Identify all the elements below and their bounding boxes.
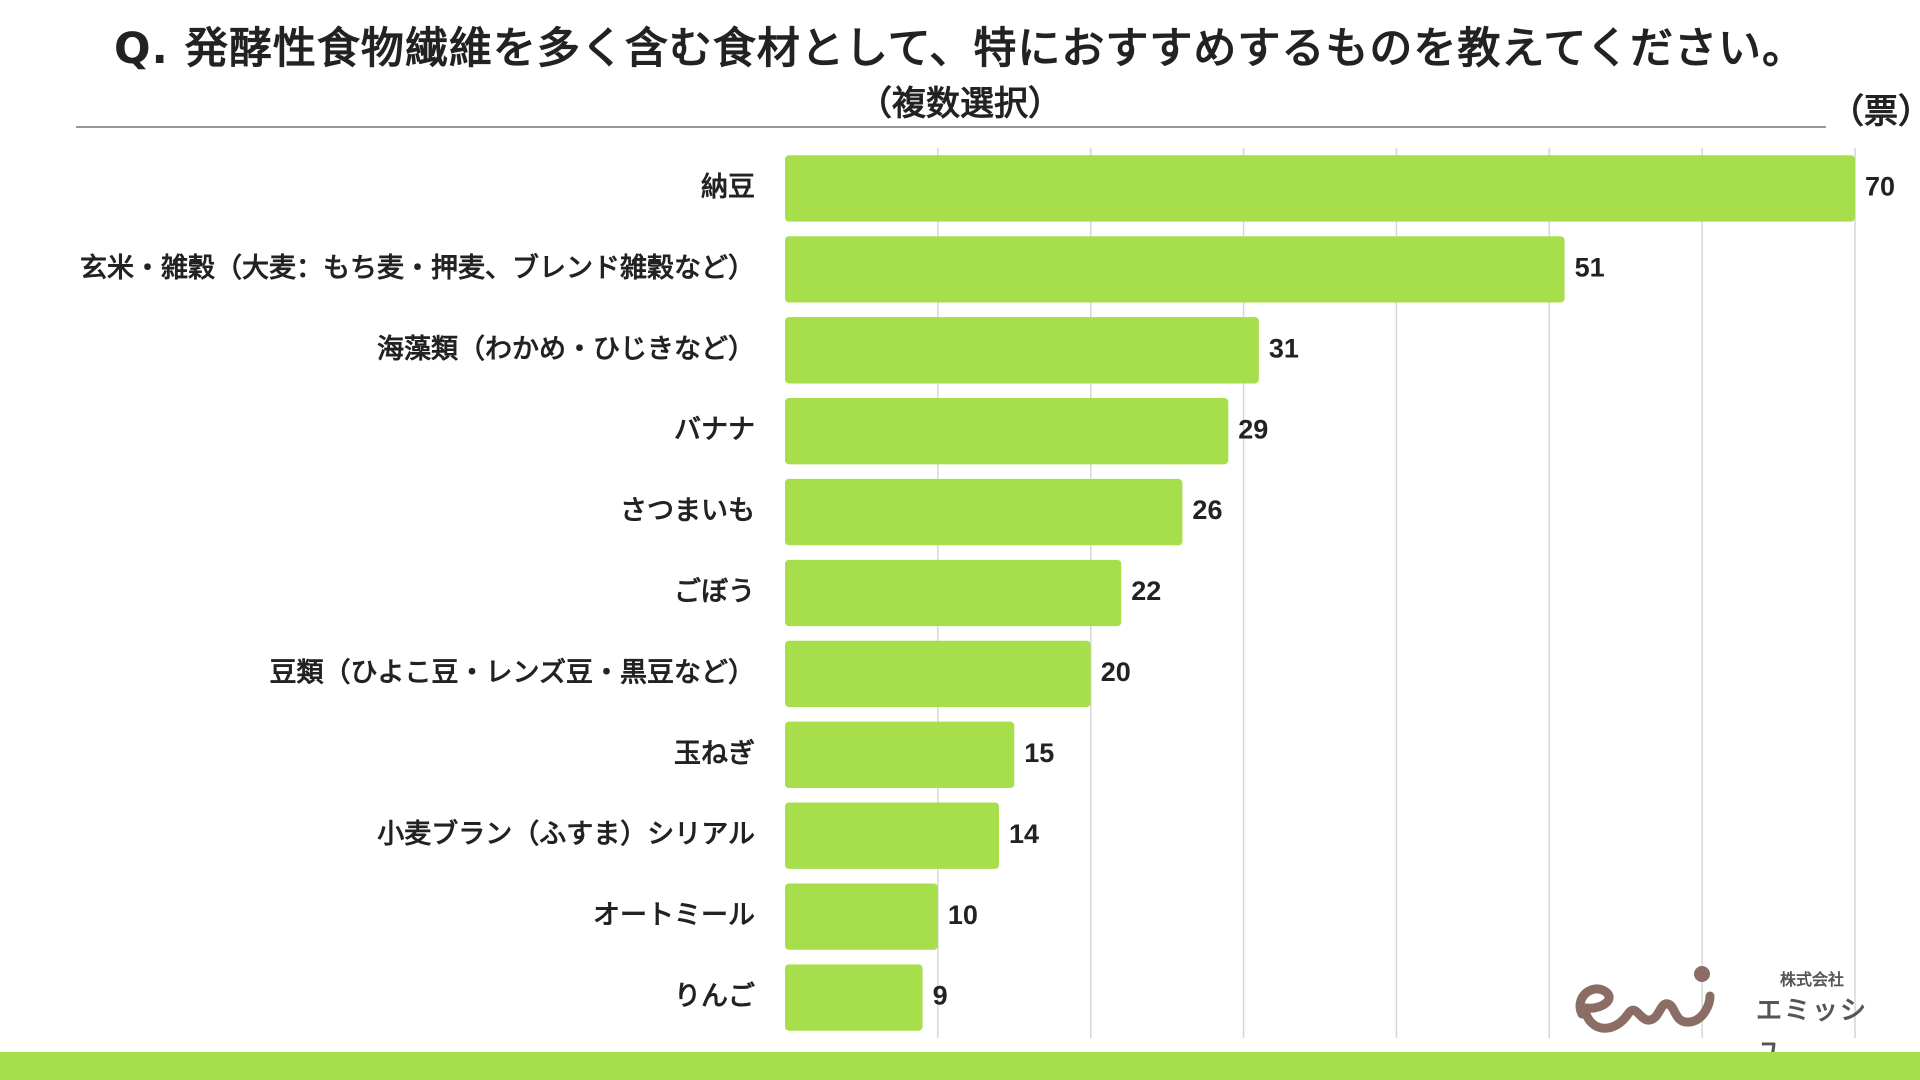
- value-label: 20: [1101, 657, 1131, 687]
- value-label: 29: [1238, 414, 1268, 444]
- value-label: 26: [1192, 495, 1222, 525]
- value-label: 51: [1575, 252, 1605, 282]
- value-label: 14: [1009, 819, 1039, 849]
- category-label: ごぼう: [674, 576, 755, 608]
- category-label: 納豆: [701, 171, 755, 203]
- value-label: 31: [1269, 333, 1299, 363]
- value-label: 10: [948, 900, 978, 930]
- value-label: 15: [1024, 738, 1054, 768]
- bar: [785, 236, 1565, 303]
- bar: [785, 802, 999, 869]
- bar: [785, 155, 1855, 222]
- category-label: 玉ねぎ: [674, 738, 755, 769]
- bar: [785, 721, 1015, 788]
- category-label: 小麦ブラン（ふすま）シリアル: [377, 818, 755, 850]
- title-divider: [76, 126, 1826, 128]
- value-label: 70: [1865, 172, 1895, 202]
- category-label: 豆類（ひよこ豆・レンズ豆・黒豆など）: [270, 656, 755, 688]
- category-label: 玄米・雑穀（大麦：もち麦・押麦、ブレンド雑穀など）: [80, 252, 755, 284]
- bar: [785, 478, 1183, 546]
- bar-chart: 納豆 70 玄米・雑穀（大麦：もち麦・押麦、ブレンド雑穀など） 51 海藻類（わかめ・ひ…: [80, 148, 1895, 1038]
- category-label: バナナ: [674, 415, 755, 446]
- emi-logo-icon: [1575, 966, 1715, 1033]
- bar: [785, 640, 1091, 708]
- chart-title: Q. 発酵性食物繊維を多く含む食材として、特におすすめするものを教えてください。: [114, 24, 1806, 74]
- value-label: 22: [1131, 576, 1161, 606]
- category-label: さつまいも: [620, 496, 755, 527]
- bar: [785, 317, 1259, 384]
- footer-accent-bar: [0, 1052, 1920, 1080]
- category-label: りんご: [674, 980, 755, 1012]
- bar: [785, 559, 1122, 627]
- unit-label: （票）: [1830, 92, 1920, 132]
- bar: [785, 964, 923, 1031]
- bar: [785, 398, 1229, 465]
- value-label: 9: [933, 981, 948, 1011]
- category-label: オートミール: [593, 900, 755, 931]
- logo-company-type: 株式会社: [1780, 970, 1845, 989]
- chart-subtitle: （複数選択）: [858, 84, 1062, 124]
- company-logo: 株式会社 エミッシュ: [1570, 958, 1890, 1063]
- category-label: 海藻類（わかめ・ひじきなど）: [377, 334, 755, 365]
- bar: [785, 883, 938, 950]
